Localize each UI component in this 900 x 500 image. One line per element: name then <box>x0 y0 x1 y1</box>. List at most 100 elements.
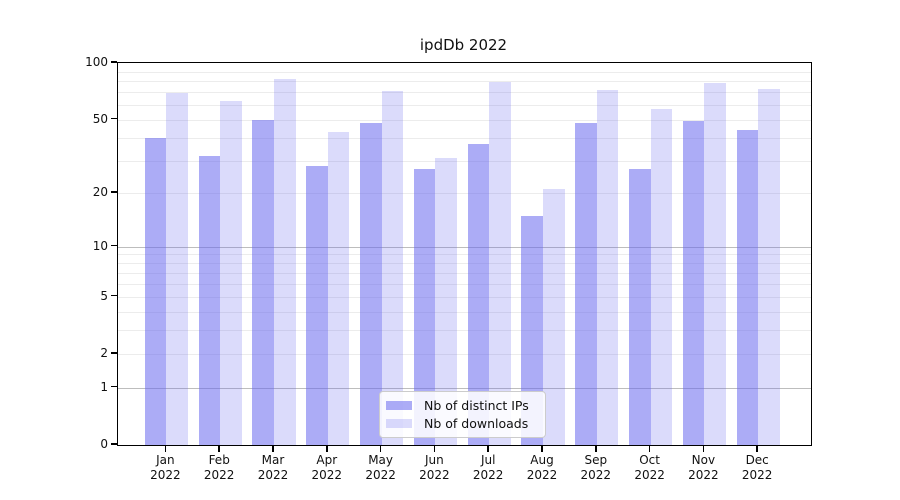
gridline-minor-60 <box>118 104 811 106</box>
plot-area <box>117 62 812 446</box>
x-tick-label-oct: Oct 2022 <box>620 453 680 483</box>
month-label: Aug <box>530 453 554 467</box>
year-label: 2022 <box>526 468 558 482</box>
gridline-minor-3 <box>118 330 811 332</box>
x-tick-dec <box>756 445 758 452</box>
x-tick-label-apr: Apr 2022 <box>297 453 357 483</box>
y-tick-10 <box>111 244 117 247</box>
y-tick-20 <box>111 191 117 193</box>
year-label: 2022 <box>741 468 773 482</box>
x-tick-sep <box>595 445 597 452</box>
y-tick-label-5: 5 <box>100 288 108 303</box>
bar-ips-dec <box>736 129 759 445</box>
x-tick-label-nov: Nov 2022 <box>673 453 733 483</box>
x-tick-label-sep: Sep 2022 <box>566 453 626 483</box>
x-tick-jun <box>433 445 436 452</box>
y-tick-label-50: 50 <box>92 111 108 126</box>
y-tick-label-20: 20 <box>92 185 108 199</box>
x-tick-jan <box>164 445 167 452</box>
bar-ips-apr <box>306 166 328 445</box>
gridline-minor-9 <box>118 254 811 256</box>
month-label: Sep <box>584 453 608 467</box>
month-label: Dec <box>745 453 769 467</box>
year-label: 2022 <box>634 468 665 482</box>
month-label: Nov <box>691 453 716 467</box>
gridline-major-10 <box>118 246 811 248</box>
bar-downloads-aug <box>543 189 565 445</box>
bar-ips-jan <box>144 137 167 445</box>
x-tick-nov <box>702 445 705 452</box>
month-label: May <box>368 453 393 467</box>
legend-swatch-distinct-ips <box>386 401 412 411</box>
x-tick-jul <box>487 445 489 452</box>
y-tick-label-100: 100 <box>85 55 108 69</box>
y-tick-label-1: 1 <box>100 379 108 394</box>
bar-ips-oct <box>629 169 651 445</box>
bar-ips-aug <box>521 215 543 445</box>
bar-ips-jul <box>467 143 490 445</box>
legend: Nb of distinct IPs Nb of downloads <box>379 391 546 438</box>
month-label: Mar <box>261 453 285 467</box>
x-tick-label-dec: Dec 2022 <box>727 453 787 483</box>
y-tick-label-10: 10 <box>92 238 108 253</box>
legend-item-downloads: Nb of downloads <box>386 415 537 432</box>
bar-downloads-jul <box>489 82 511 445</box>
gridline-major-1 <box>118 387 811 389</box>
bar-downloads-may <box>381 91 404 445</box>
month-label: Jan <box>156 453 175 467</box>
chart-title: ipdDb 2022 <box>419 36 508 54</box>
bar-ips-mar <box>252 119 274 445</box>
year-label: 2022 <box>688 468 719 482</box>
x-tick-may <box>379 445 382 452</box>
year-label: 2022 <box>257 468 289 482</box>
y-tick-1 <box>111 385 117 388</box>
year-label: 2022 <box>311 468 343 482</box>
x-tick-label-jan: Jan 2022 <box>135 453 195 483</box>
x-tick-aug <box>541 445 543 452</box>
bar-downloads-oct <box>650 108 673 445</box>
gridline-minor-7 <box>118 272 811 274</box>
gridline-minor-20 <box>118 193 811 194</box>
legend-swatch-downloads <box>386 418 412 428</box>
bar-downloads-jun <box>435 158 457 445</box>
y-tick-label-0: 0 <box>100 437 108 451</box>
bar-downloads-mar <box>274 79 296 445</box>
bar-downloads-apr <box>327 131 350 445</box>
x-tick-label-aug: Aug 2022 <box>512 453 572 483</box>
gridline-minor-90 <box>118 71 811 73</box>
month-label: Jun <box>425 453 444 467</box>
bar-ips-may <box>360 122 382 445</box>
bar-downloads-dec <box>758 88 780 445</box>
x-tick-label-mar: Mar 2022 <box>243 453 303 483</box>
y-tick-100 <box>111 61 117 63</box>
x-tick-label-jun: Jun 2022 <box>404 453 464 483</box>
gridline-minor-40 <box>118 137 811 139</box>
year-label: 2022 <box>150 468 181 482</box>
year-label: 2022 <box>580 468 612 482</box>
y-tick-label-2: 2 <box>100 346 108 361</box>
y-tick-0 <box>111 443 117 445</box>
bar-downloads-feb <box>220 100 242 445</box>
gridline-minor-8 <box>118 263 811 265</box>
bar-downloads-jan <box>166 93 188 445</box>
year-label: 2022 <box>472 468 504 482</box>
bar-downloads-nov <box>704 83 726 445</box>
x-tick-label-may: May 2022 <box>351 453 411 483</box>
gridline-minor-4 <box>118 311 811 313</box>
y-tick-5 <box>111 294 117 297</box>
gridline-minor-50 <box>118 119 811 121</box>
year-label: 2022 <box>365 468 396 482</box>
legend-label-downloads: Nb of downloads <box>424 415 529 431</box>
legend-item-distinct-ips: Nb of distinct IPs <box>386 397 537 414</box>
bar-ips-sep <box>575 122 597 445</box>
bar-downloads-sep <box>596 89 619 445</box>
gridline-minor-80 <box>118 81 811 83</box>
x-tick-label-feb: Feb 2022 <box>189 453 249 483</box>
gridline-minor-5 <box>118 296 811 298</box>
month-label: Feb <box>208 453 230 467</box>
month-label: Apr <box>316 453 338 467</box>
gridline-minor-30 <box>118 160 811 162</box>
bar-ips-nov <box>682 121 705 445</box>
x-tick-apr <box>326 445 328 452</box>
